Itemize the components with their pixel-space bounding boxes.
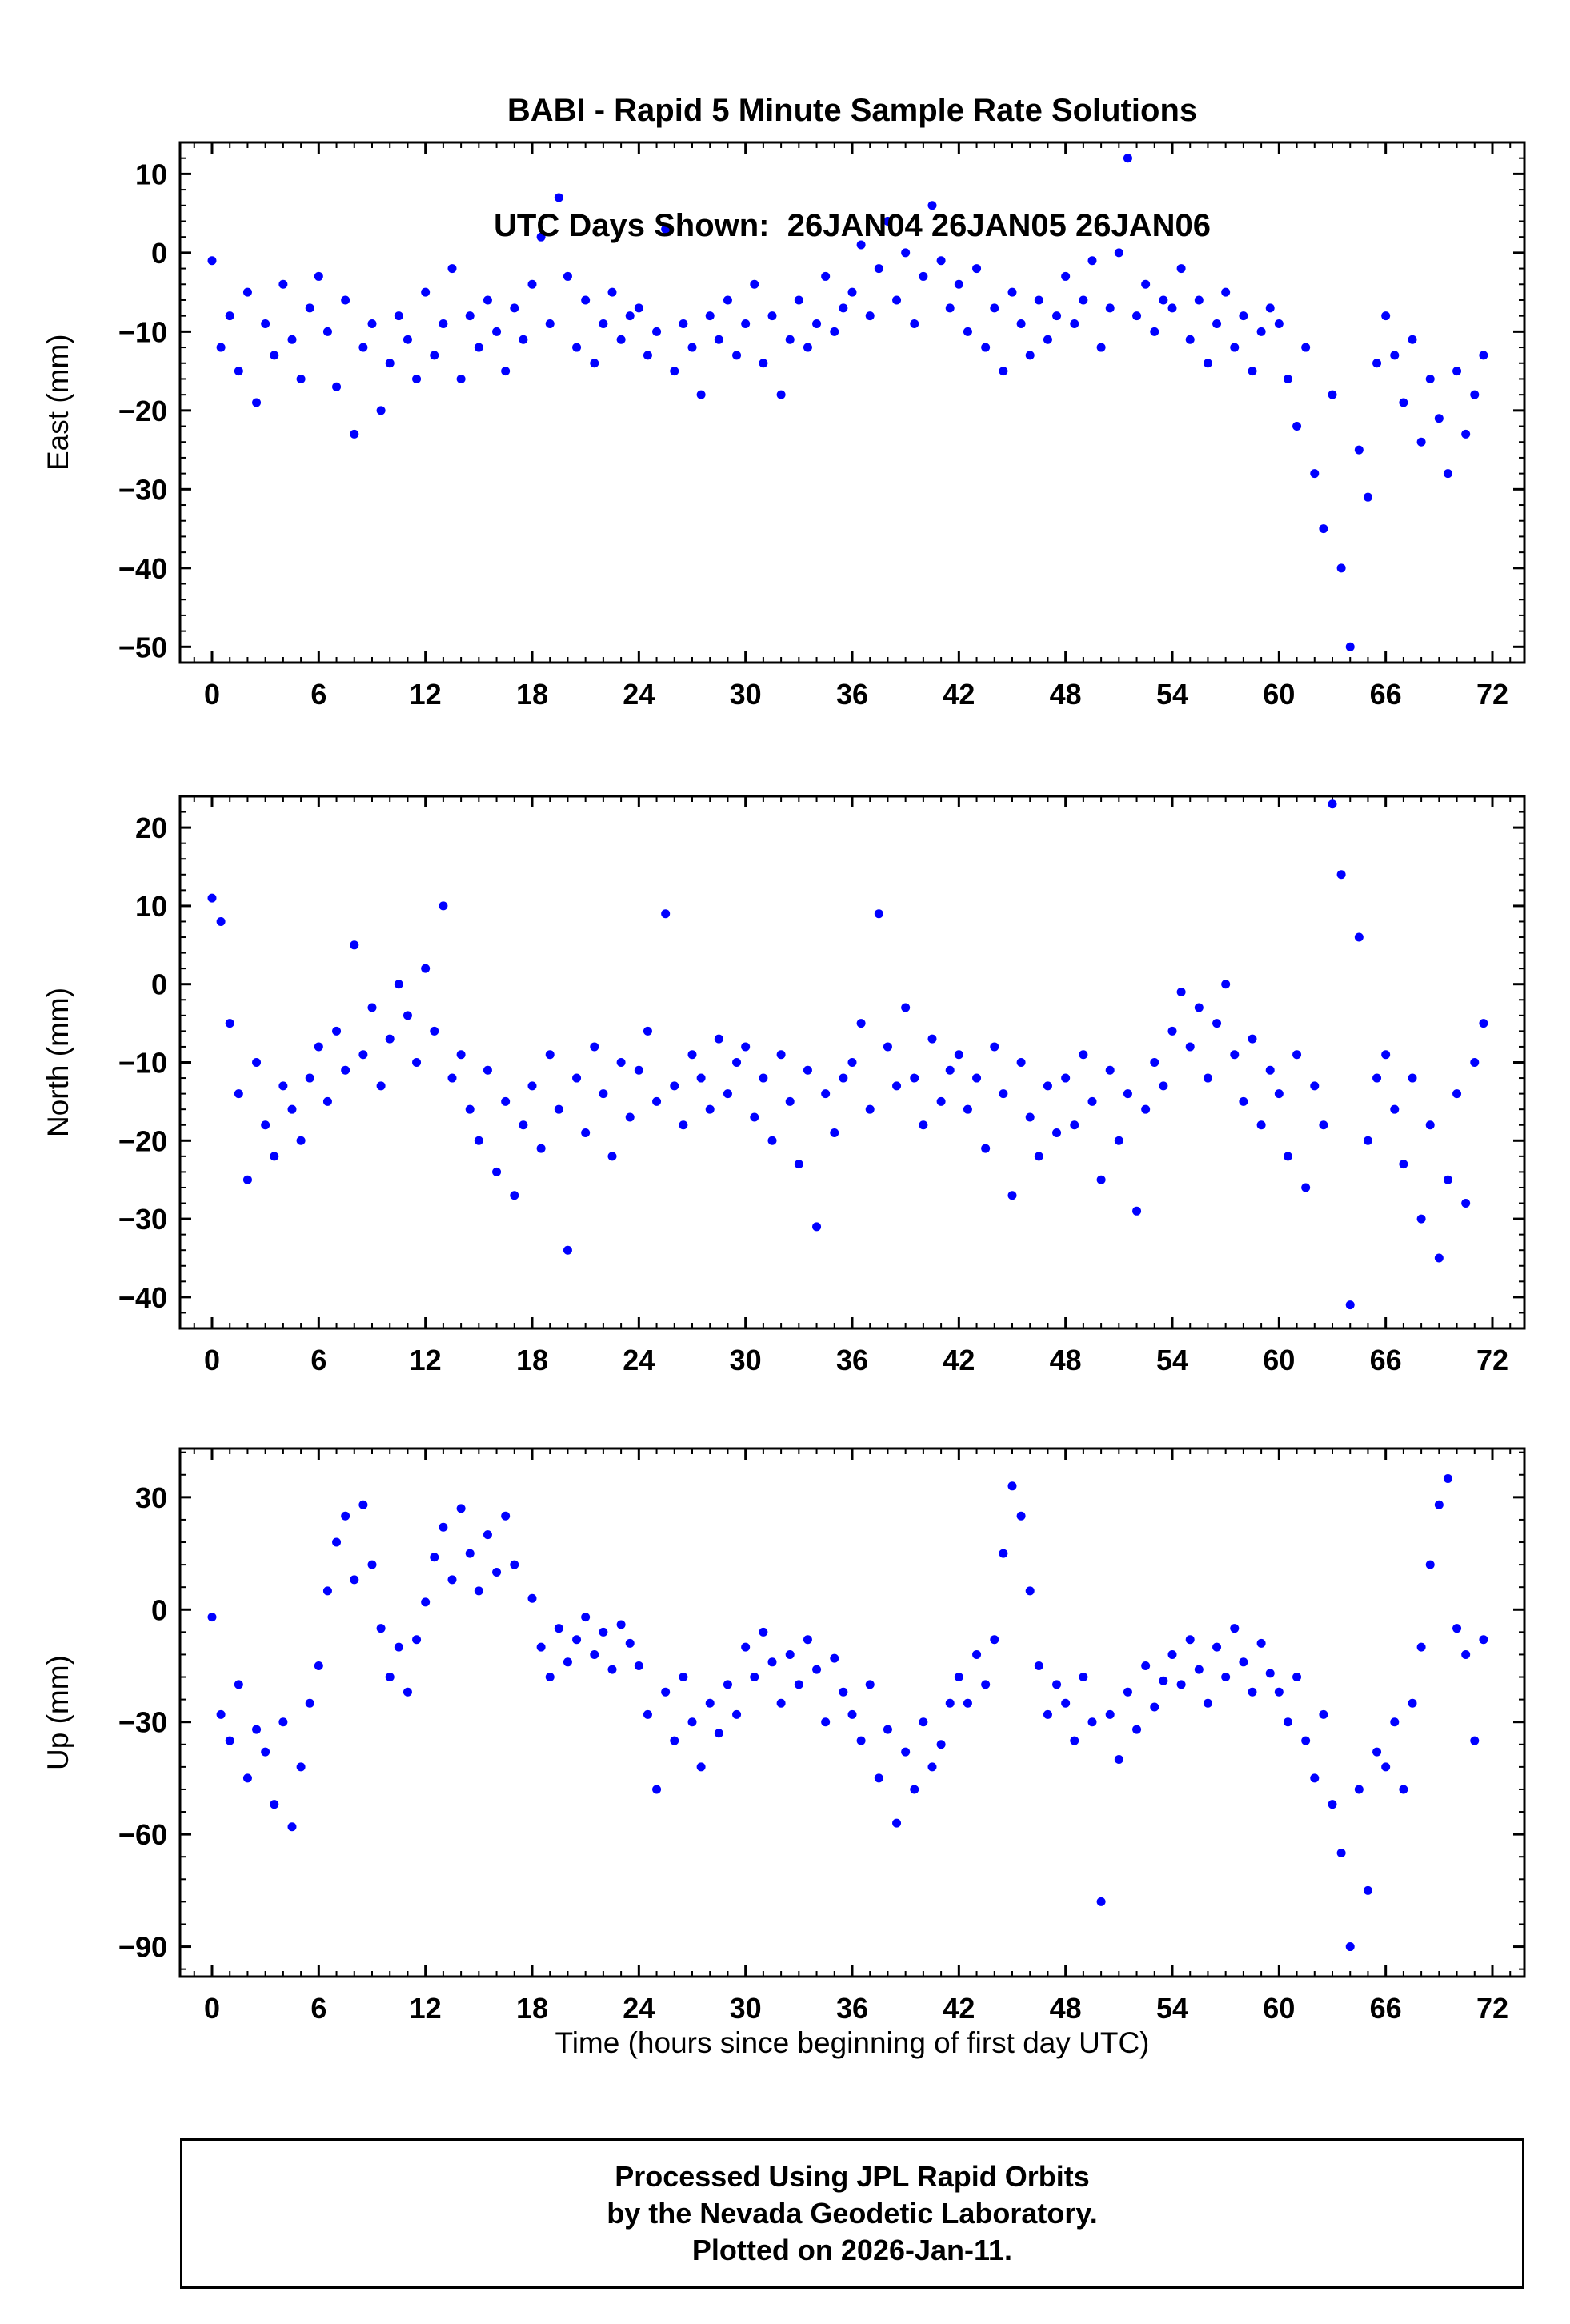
east-x-tick-label: 48	[1050, 678, 1082, 711]
east-x-tick-label: 72	[1476, 678, 1508, 711]
north-x-tick-label: 72	[1476, 1344, 1508, 1376]
east-x-tick-label: 24	[623, 678, 655, 711]
east-x-tick-label: 36	[836, 678, 868, 711]
up-y-tick-label: −60	[118, 1818, 167, 1851]
y-axis-label-up: Up (mm)	[42, 1655, 74, 1770]
y-axis-label-north: North (mm)	[42, 987, 74, 1138]
up-x-tick-label: 12	[410, 1992, 442, 2025]
north-y-tick-label: −30	[118, 1203, 167, 1236]
north-x-tick-label: 24	[623, 1344, 655, 1376]
up-x-tick-label: 30	[730, 1992, 762, 2025]
east-y-tick-label: −40	[118, 552, 167, 585]
north-y-tick-label: 10	[135, 890, 167, 923]
up-x-tick-label: 54	[1156, 1992, 1188, 2025]
north-y-tick-label: −10	[118, 1047, 167, 1080]
north-panel-chart: 0 6 12 18 24 30 36 42 48 54 60 66 72 20 10 0 −10 −20 −30 −4…	[118, 795, 1526, 1376]
up-x-tick-label: 36	[836, 1992, 868, 2025]
east-y-tick-label: 0	[151, 237, 167, 270]
up-x-tick-label: 0	[204, 1992, 220, 2025]
chart-title-line1: BABI - Rapid 5 Minute Sample Rate Soluti…	[507, 93, 1198, 128]
up-x-tick-label: 6	[310, 1992, 326, 2025]
east-x-tick-label: 54	[1156, 678, 1188, 711]
north-x-tick-label: 30	[730, 1344, 762, 1376]
east-y-tick-label: −30	[118, 473, 167, 506]
up-y-tick-label: −90	[118, 1931, 167, 1964]
footer-line2: by the Nevada Geodetic Laboratory.	[607, 2197, 1098, 2230]
north-x-tick-label: 60	[1263, 1344, 1295, 1376]
north-x-tick-label: 12	[410, 1344, 442, 1376]
north-data-points	[207, 799, 1488, 1310]
up-x-tick-label: 18	[516, 1992, 548, 2025]
up-x-tick-label: 42	[943, 1992, 975, 2025]
up-panel-chart: 0 6 12 18 24 30 36 42 48 54 60 66 72 30 0 −30 −60 −90	[118, 1447, 1526, 2025]
up-x-tick-label: 72	[1476, 1992, 1508, 2025]
up-y-tick-label: 30	[135, 1481, 167, 1514]
east-panel-chart: 0 6 12 18 24 30 36 42 48 54 60 66 72 10 0 −10 −20 −30 −40 −…	[118, 141, 1526, 711]
east-y-tick-label: −10	[118, 315, 167, 348]
north-y-tick-label: −20	[118, 1124, 167, 1157]
north-x-tick-label: 36	[836, 1344, 868, 1376]
up-x-tick-label: 66	[1370, 1992, 1402, 2025]
east-x-tick-label: 12	[410, 678, 442, 711]
footer-line1: Processed Using JPL Rapid Orbits	[615, 2160, 1090, 2193]
east-y-tick-label: 10	[135, 158, 167, 190]
east-y-tick-label: −20	[118, 395, 167, 427]
east-x-tick-label: 30	[730, 678, 762, 711]
up-x-tick-label: 48	[1050, 1992, 1082, 2025]
east-x-tick-label: 6	[310, 678, 326, 711]
north-y-tick-label: 20	[135, 811, 167, 844]
footer-box: Processed Using JPL Rapid Orbits by the …	[180, 2138, 1524, 2289]
east-y-tick-label: −50	[118, 631, 167, 663]
east-x-tick-label: 42	[943, 678, 975, 711]
north-x-tick-label: 42	[943, 1344, 975, 1376]
north-y-tick-label: −40	[118, 1281, 167, 1314]
east-data-points	[207, 154, 1488, 651]
up-data-points	[207, 1473, 1488, 1952]
y-axis-label-east: East (mm)	[42, 334, 74, 471]
north-x-tick-label: 6	[310, 1344, 326, 1376]
up-x-tick-label: 60	[1263, 1992, 1295, 2025]
x-axis-label: Time (hours since beginning of first day…	[555, 2026, 1150, 2059]
north-x-tick-label: 18	[516, 1344, 548, 1376]
east-x-tick-label: 66	[1370, 678, 1402, 711]
up-x-tick-label: 24	[623, 1992, 655, 2025]
up-y-tick-label: −30	[118, 1706, 167, 1739]
east-x-tick-label: 60	[1263, 678, 1295, 711]
up-y-tick-label: 0	[151, 1593, 167, 1626]
north-y-tick-label: 0	[151, 968, 167, 1001]
east-x-tick-label: 0	[204, 678, 220, 711]
footer-line3: Plotted on 2026-Jan-11.	[691, 2234, 1013, 2266]
east-x-tick-label: 18	[516, 678, 548, 711]
chart-title-line2: UTC Days Shown: 26JAN04 26JAN05 26JAN06	[494, 208, 1211, 243]
north-x-tick-label: 54	[1156, 1344, 1188, 1376]
chart-title: BABI - Rapid 5 Minute Sample Rate Soluti…	[180, 14, 1524, 322]
north-x-tick-label: 66	[1370, 1344, 1402, 1376]
north-x-tick-label: 48	[1050, 1344, 1082, 1376]
north-x-tick-label: 0	[204, 1344, 220, 1376]
